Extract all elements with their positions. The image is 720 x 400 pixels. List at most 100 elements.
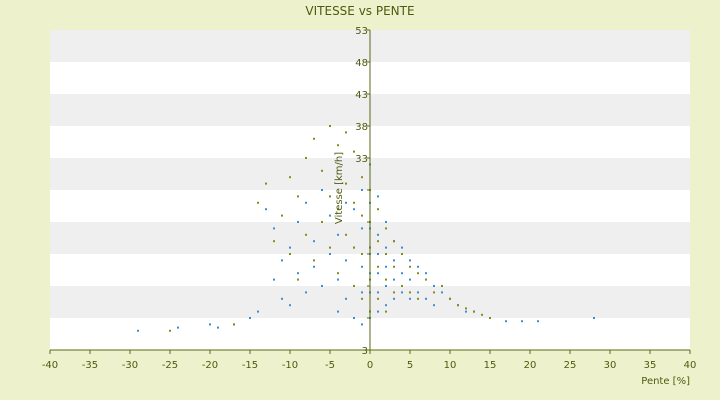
data-point	[401, 285, 403, 287]
data-point	[289, 246, 291, 249]
data-point	[385, 285, 387, 287]
data-point	[353, 285, 355, 287]
data-point	[377, 265, 379, 268]
data-point	[329, 125, 331, 127]
data-point	[265, 208, 267, 211]
data-point	[321, 221, 323, 223]
data-point	[353, 317, 355, 319]
data-point	[401, 246, 403, 249]
data-point	[281, 259, 283, 262]
data-point	[409, 265, 411, 268]
data-point	[385, 310, 387, 313]
x-tick-label: -40	[42, 360, 58, 371]
data-point	[385, 265, 387, 268]
data-point	[393, 291, 395, 294]
data-point	[281, 297, 283, 300]
chart-title: VITESSE vs PENTE	[305, 4, 414, 18]
data-point	[329, 195, 331, 198]
data-point	[305, 157, 307, 159]
x-tick-labels: -40 -35 -30 -25 -20 -15 -10 -5 0 5 10 15 20 25 30 35 40	[42, 360, 697, 371]
data-point	[329, 214, 331, 217]
data-point	[337, 144, 339, 147]
data-point	[361, 214, 363, 217]
data-point	[441, 285, 443, 287]
y-tick-label: 48	[355, 58, 368, 69]
data-point	[433, 304, 435, 307]
data-point	[345, 233, 347, 236]
x-tick-label: 5	[407, 360, 413, 371]
x-tick-label: -10	[282, 360, 298, 371]
data-point	[297, 195, 299, 198]
data-point	[273, 240, 275, 243]
data-point	[321, 169, 323, 172]
data-point	[385, 227, 387, 230]
data-point	[353, 201, 355, 204]
data-point	[337, 310, 339, 313]
y-tick-label: 33	[355, 154, 368, 165]
data-point	[433, 291, 435, 294]
data-point	[289, 304, 291, 307]
data-point	[169, 329, 171, 332]
data-point	[305, 201, 307, 204]
data-point	[377, 195, 379, 198]
data-point	[393, 265, 395, 268]
data-point	[417, 297, 419, 300]
data-point	[393, 278, 395, 281]
x-tick-label: 0	[367, 360, 373, 371]
data-point	[345, 201, 347, 204]
data-point	[177, 326, 179, 329]
data-point	[297, 221, 299, 223]
data-point	[305, 233, 307, 236]
data-point	[441, 291, 443, 294]
x-tick-label: 25	[564, 360, 577, 371]
data-point	[361, 291, 363, 294]
data-point	[265, 182, 267, 185]
data-point	[393, 240, 395, 243]
x-tick-label: -15	[242, 360, 258, 371]
x-tick-label: -25	[162, 360, 178, 371]
data-point	[377, 233, 379, 236]
data-point	[473, 310, 475, 313]
data-point	[425, 278, 427, 281]
data-point	[297, 278, 299, 281]
data-point	[417, 265, 419, 268]
data-point	[337, 272, 339, 275]
data-point	[377, 208, 379, 211]
data-point	[425, 272, 427, 275]
data-point	[257, 201, 259, 204]
data-point	[337, 278, 339, 281]
data-point	[465, 310, 467, 313]
data-point	[521, 320, 523, 323]
data-point	[313, 259, 315, 262]
axes	[49, 29, 691, 354]
data-point	[361, 323, 363, 326]
data-point	[385, 278, 387, 281]
data-point	[313, 240, 315, 243]
data-point	[329, 253, 331, 255]
data-point	[433, 285, 435, 287]
data-point	[401, 253, 403, 255]
data-point	[305, 291, 307, 294]
y-tick-label: 43	[355, 90, 368, 101]
data-point	[345, 131, 347, 134]
data-point	[345, 259, 347, 262]
data-point	[385, 221, 387, 223]
x-tick-label: 20	[524, 360, 537, 371]
y-tick-label: 38	[355, 122, 368, 133]
data-point	[249, 317, 251, 319]
data-point	[273, 227, 275, 230]
data-point	[361, 227, 363, 230]
data-point	[593, 317, 595, 319]
data-point	[377, 272, 379, 275]
data-point	[289, 253, 291, 255]
data-point	[361, 253, 363, 255]
data-point	[385, 304, 387, 307]
data-point	[417, 291, 419, 294]
x-tick-label: -20	[202, 360, 218, 371]
x-tick-label: -5	[325, 360, 335, 371]
data-point	[457, 304, 459, 307]
data-point	[321, 189, 323, 191]
data-point	[137, 329, 139, 332]
